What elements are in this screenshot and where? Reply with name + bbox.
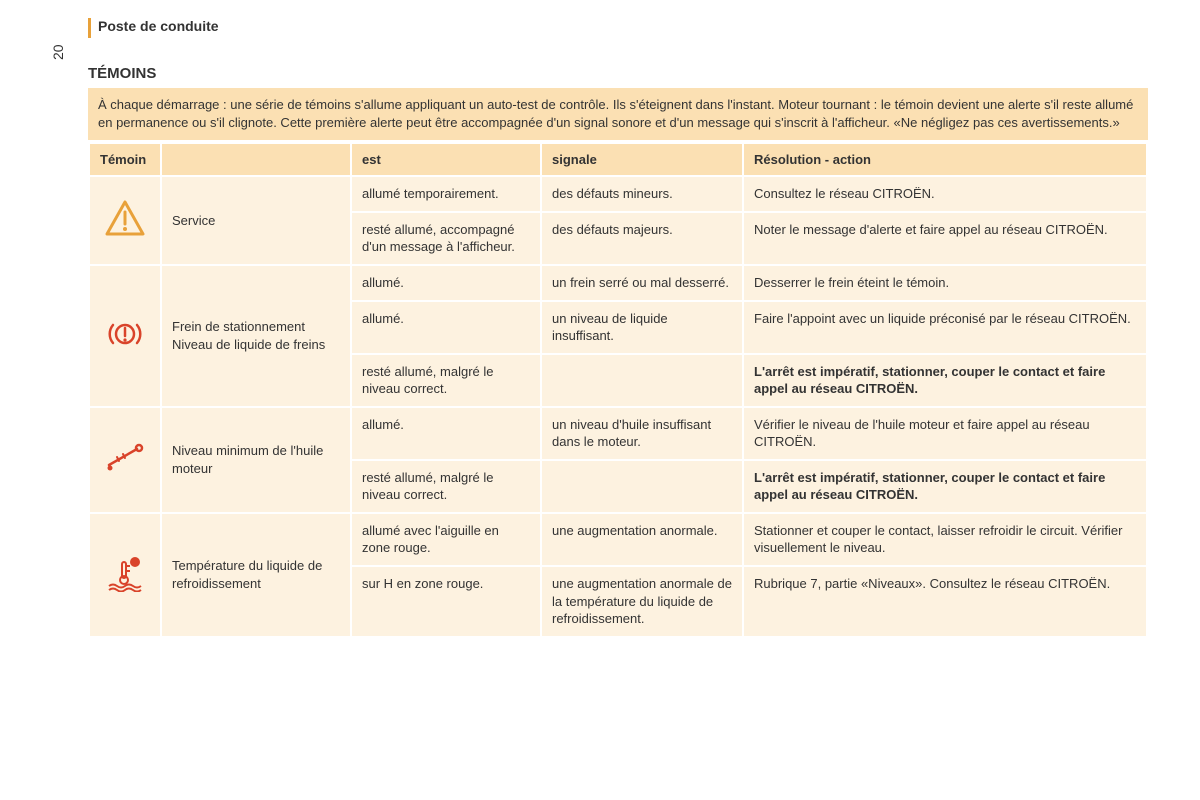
indicators-table: Témoin est signale Résolution - action S… xyxy=(88,142,1148,637)
indicator-name: Niveau minimum de l'huile moteur xyxy=(162,408,350,512)
table-row: Frein de stationnement Niveau de liquide… xyxy=(90,266,1146,300)
table-row: Température du liquide de refroidissemen… xyxy=(90,514,1146,565)
cell-signale: une augmentation anormale de la températ… xyxy=(542,567,742,636)
table-row: Serviceallumé temporairement.des défauts… xyxy=(90,177,1146,211)
cell-resolution: Rubrique 7, partie «Niveaux». Consultez … xyxy=(744,567,1146,636)
indicator-name: Température du liquide de refroidissemen… xyxy=(162,514,350,636)
cell-signale: un niveau d'huile insuffisant dans le mo… xyxy=(542,408,742,459)
col-signale: signale xyxy=(542,144,742,175)
cell-resolution: Consultez le réseau CITROËN. xyxy=(744,177,1146,211)
section-title: TÉMOINS xyxy=(88,65,156,82)
cell-est: sur H en zone rouge. xyxy=(352,567,540,636)
col-temoin: Témoin xyxy=(90,144,160,175)
indicator-name: Frein de stationnement Niveau de liquide… xyxy=(162,266,350,406)
coolant-temp-icon xyxy=(90,514,160,636)
oil-dipstick-icon xyxy=(90,408,160,512)
cell-signale: un frein serré ou mal desserré. xyxy=(542,266,742,300)
cell-signale: des défauts mineurs. xyxy=(542,177,742,211)
cell-signale: une augmentation anormale. xyxy=(542,514,742,565)
cell-est: allumé temporairement. xyxy=(352,177,540,211)
col-est: est xyxy=(352,144,540,175)
cell-est: allumé. xyxy=(352,302,540,353)
cell-resolution: Noter le message d'alerte et faire appel… xyxy=(744,213,1146,264)
intro-text: À chaque démarrage : une série de témoin… xyxy=(88,88,1148,140)
cell-signale: des défauts majeurs. xyxy=(542,213,742,264)
col-blank xyxy=(162,144,350,175)
header-accent-bar xyxy=(88,18,91,38)
cell-signale xyxy=(542,355,742,406)
page-number: 20 xyxy=(50,44,66,60)
cell-resolution: Desserrer le frein éteint le témoin. xyxy=(744,266,1146,300)
cell-est: allumé. xyxy=(352,266,540,300)
cell-signale xyxy=(542,461,742,512)
cell-est: resté allumé, malgré le niveau correct. xyxy=(352,355,540,406)
cell-signale: un niveau de liquide insuffisant. xyxy=(542,302,742,353)
cell-est: allumé avec l'aiguille en zone rouge. xyxy=(352,514,540,565)
cell-resolution: Faire l'appoint avec un liquide préconis… xyxy=(744,302,1146,353)
cell-est: allumé. xyxy=(352,408,540,459)
content-area: À chaque démarrage : une série de témoin… xyxy=(88,88,1148,638)
cell-resolution: L'arrêt est impératif, stationner, coupe… xyxy=(744,355,1146,406)
header-title: Poste de conduite xyxy=(98,18,219,34)
cell-est: resté allumé, accompagné d'un message à … xyxy=(352,213,540,264)
table-row: Niveau minimum de l'huile moteurallumé.u… xyxy=(90,408,1146,459)
warning-triangle-icon xyxy=(90,177,160,264)
brake-circle-icon xyxy=(90,266,160,406)
cell-est: resté allumé, malgré le niveau correct. xyxy=(352,461,540,512)
cell-resolution: Stationner et couper le contact, laisser… xyxy=(744,514,1146,565)
indicator-name: Service xyxy=(162,177,350,264)
table-header-row: Témoin est signale Résolution - action xyxy=(90,144,1146,175)
cell-resolution: L'arrêt est impératif, stationner, coupe… xyxy=(744,461,1146,512)
cell-resolution: Vérifier le niveau de l'huile moteur et … xyxy=(744,408,1146,459)
col-resolution: Résolution - action xyxy=(744,144,1146,175)
